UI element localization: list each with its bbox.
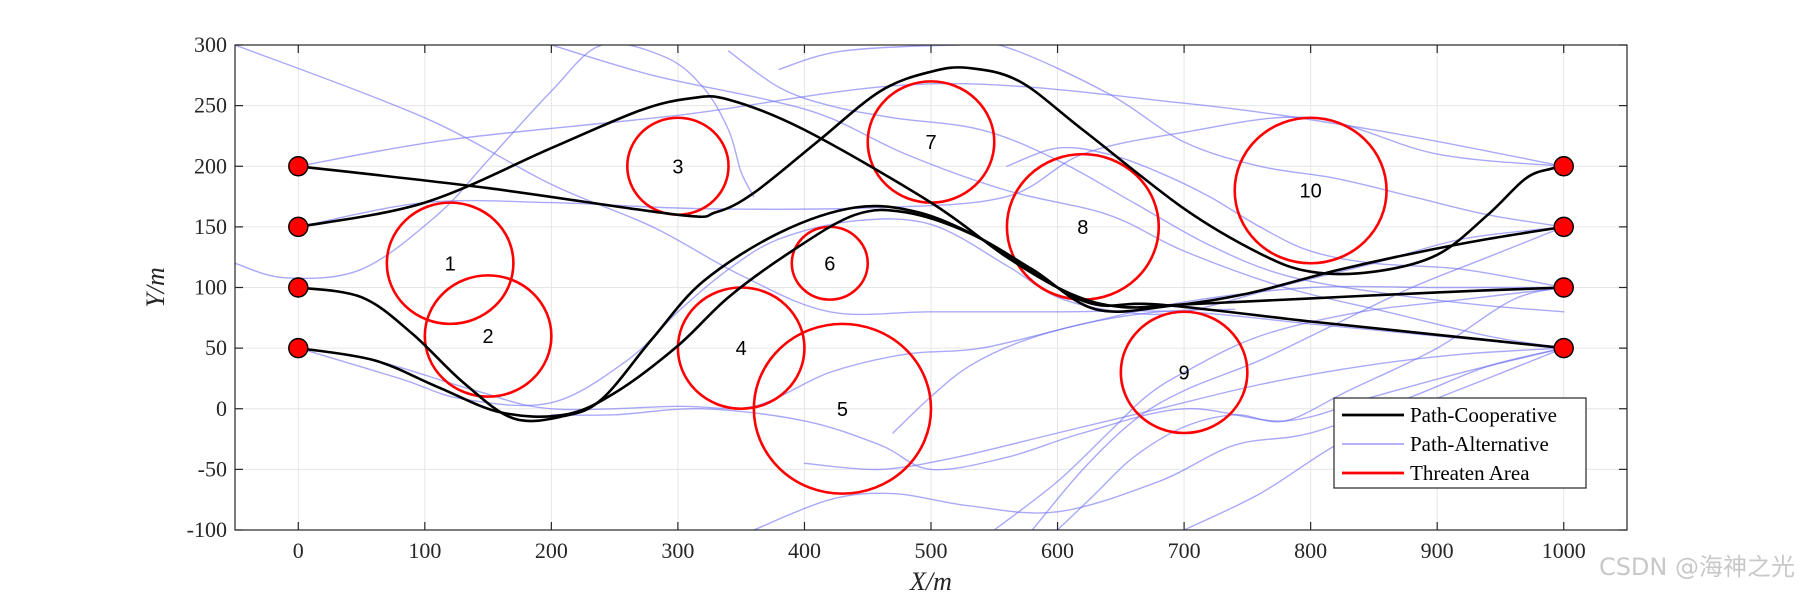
alternative-path: [1006, 146, 1565, 289]
y-tick-label: -100: [187, 517, 227, 542]
alternative-path: [1056, 286, 1565, 530]
y-axis-label: Y/m: [141, 267, 170, 307]
threat-label: 2: [483, 326, 494, 348]
legend-label: Threaten Area: [1410, 461, 1530, 485]
x-tick-label: 100: [408, 538, 441, 563]
y-tick-label: 250: [194, 93, 227, 118]
cooperative-path: [297, 66, 1565, 276]
x-axis-label: X/m: [909, 567, 952, 596]
endpoint-marker: [288, 216, 309, 238]
legend-label: Path-Cooperative: [1410, 403, 1557, 427]
y-tick-label: 200: [194, 153, 227, 178]
y-tick-label: -50: [198, 456, 227, 481]
y-tick-label: 0: [216, 396, 227, 421]
x-tick-label: 600: [1041, 538, 1074, 563]
alternative-path: [297, 116, 1565, 228]
endpoint-marker: [288, 337, 309, 359]
threat-label: 6: [824, 253, 835, 275]
endpoint-marker: [1553, 277, 1574, 298]
threat-label: 1: [445, 253, 456, 275]
alternative-path: [727, 50, 1565, 313]
threat-areas: [385, 80, 1388, 495]
alternative-path: [753, 347, 1565, 530]
threat-label: 3: [672, 156, 683, 178]
threat-circle: [752, 322, 933, 495]
alternative-path: [1031, 226, 1565, 530]
threat-circle: [1119, 310, 1249, 435]
alternative-path: [297, 218, 1565, 407]
x-tick-label: 500: [915, 538, 948, 563]
endpoint-marker: [288, 277, 309, 298]
cooperative-path: [297, 94, 1565, 309]
alternative-path: [993, 286, 1565, 530]
threat-circle: [1233, 116, 1388, 265]
y-tick-label: 150: [194, 214, 227, 239]
legend: Path-Cooperative Path-Alternative Threaten…: [1333, 397, 1587, 489]
x-tick-label: 900: [1421, 538, 1454, 563]
threat-circle: [385, 201, 515, 326]
endpoint-marker: [1553, 337, 1574, 359]
y-tick-label: 50: [205, 335, 227, 360]
alternative-path: [550, 347, 1565, 471]
threat-label: 7: [925, 132, 936, 154]
alternative-path: [297, 82, 1565, 167]
legend-box: [1333, 397, 1587, 489]
endpoints: [288, 156, 1574, 359]
endpoint-marker: [1553, 156, 1574, 177]
y-tick-label: 100: [194, 275, 227, 300]
cooperative-path: [297, 204, 1565, 423]
zone-labels: 1 2 3 4 5 6 7 8 9 10: [445, 132, 1322, 421]
cooperative-paths: [297, 66, 1565, 423]
cooperative-path: [297, 208, 1565, 418]
threat-label: 9: [1179, 362, 1190, 384]
alternative-paths: [235, 45, 1565, 530]
watermark: CSDN @海神之光: [1599, 553, 1795, 581]
endpoint-marker: [288, 156, 309, 177]
x-tick-label: 300: [661, 538, 694, 563]
threat-label: 8: [1077, 217, 1088, 239]
alternative-path: [778, 45, 1565, 228]
threat-label: 4: [736, 338, 747, 360]
threat-label: 5: [837, 399, 848, 421]
alternative-path: [550, 45, 1565, 349]
x-tick-label: 1000: [1542, 538, 1586, 563]
x-tick-label: 400: [788, 538, 821, 563]
legend-label: Path-Alternative: [1410, 432, 1549, 456]
x-tick-label: 800: [1294, 538, 1327, 563]
endpoint-marker: [1553, 216, 1574, 238]
ticks: 0 100 200 300 400 500 600 700 800 900 1000 -100 -50 0…: [187, 32, 1627, 563]
x-tick-label: 0: [293, 538, 304, 563]
y-tick-label: 300: [194, 32, 227, 57]
threat-label: 10: [1300, 181, 1322, 203]
x-tick-label: 700: [1168, 538, 1201, 563]
alternative-path: [235, 45, 755, 280]
x-tick-label: 200: [535, 538, 568, 563]
threat-circle: [423, 274, 553, 398]
alternative-path: [803, 347, 1565, 471]
alternative-path: [235, 45, 1565, 349]
